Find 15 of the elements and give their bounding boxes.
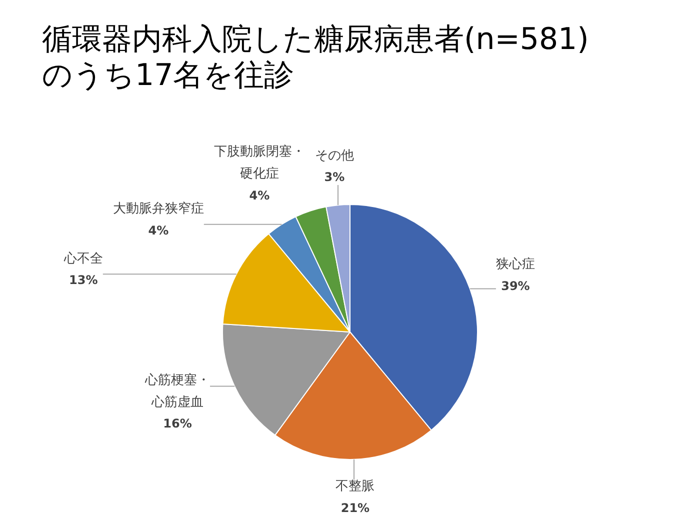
chart-title: 循環器内科入院した糖尿病患者(n=581) のうち17名を往診: [42, 22, 589, 94]
slice-label: 心不全: [62, 250, 103, 266]
data-label: 16%: [163, 416, 192, 431]
data-label: 21%: [340, 500, 370, 515]
data-label: 3%: [324, 170, 345, 184]
slice-label: 不整脈: [336, 479, 375, 494]
data-label: 39%: [501, 278, 530, 293]
slice-label: その他: [314, 148, 354, 164]
data-label: 4%: [249, 188, 270, 202]
slice-label: 大動脈弁狭窄症: [112, 202, 204, 217]
slice-label: 狭心症: [496, 256, 535, 272]
slice-label: 下肢動脈閉塞・硬化症: [214, 144, 305, 182]
slice-label: 心筋梗塞・心筋虚血: [144, 372, 210, 410]
data-label: 4%: [148, 223, 169, 238]
data-label: 13%: [69, 273, 98, 288]
